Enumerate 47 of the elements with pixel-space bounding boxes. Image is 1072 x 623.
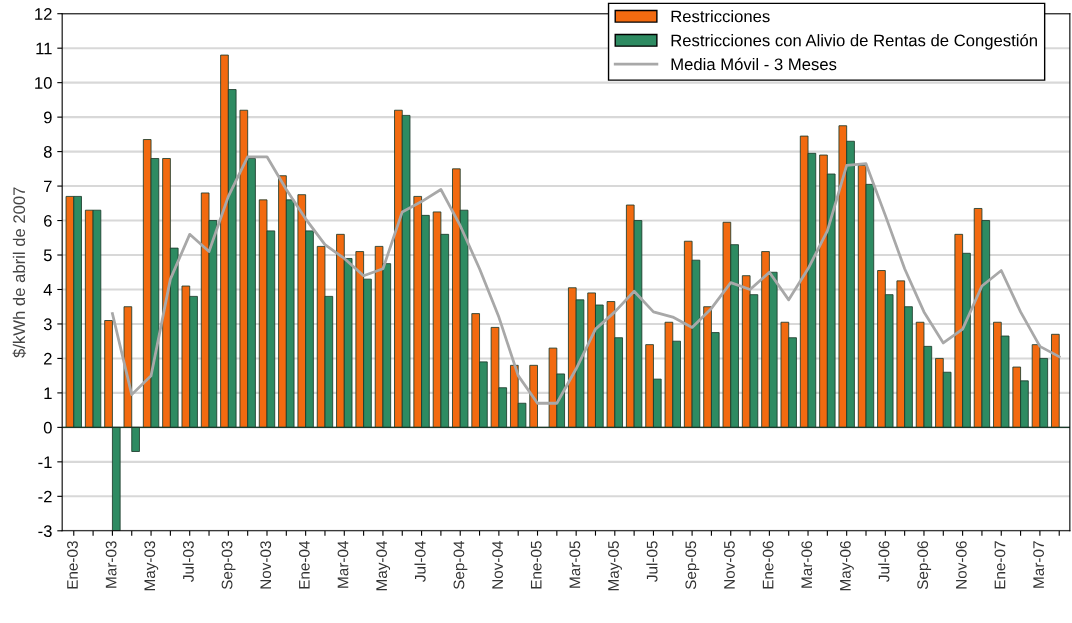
x-tick-label: Ene-05 xyxy=(530,541,542,589)
y-tick-label: 12 xyxy=(35,8,52,20)
x-tick-label: May-05 xyxy=(608,541,622,591)
y-tick-label: -1 xyxy=(38,456,52,468)
x-tick-label: Jul-06 xyxy=(878,541,890,582)
x-tick-label: Nov-03 xyxy=(260,541,272,589)
line-series xyxy=(111,155,1061,405)
x-tick-label: Ene-07 xyxy=(994,541,1006,589)
legend-label: Media Móvil - 3 Meses xyxy=(671,57,837,71)
x-tick-label: Mar-06 xyxy=(801,541,813,588)
x-tick-label: Sep-06 xyxy=(917,541,932,590)
x-tick-label: Mar-04 xyxy=(337,540,349,588)
y-tick-label: 4 xyxy=(43,284,52,296)
y-tick-label: -2 xyxy=(38,490,52,503)
x-tick-label: Jul-03 xyxy=(182,541,194,582)
y-tick-label: 8 xyxy=(43,146,52,158)
y-tick-label: 6 xyxy=(44,214,52,227)
x-tick-label: Mar-05 xyxy=(569,541,581,588)
y-tick-label: 11 xyxy=(36,42,52,55)
y-tick-label: 0 xyxy=(43,421,52,434)
legend-label: Restricciones con Alivio de Rentas de Congestión xyxy=(671,33,1037,50)
y-tick-label: 7 xyxy=(44,180,52,193)
x-tick-label: May-04 xyxy=(376,540,391,591)
x-tick-label: Ene-06 xyxy=(762,541,774,589)
y-tick-label: -3 xyxy=(38,525,52,537)
x-tick-label: Nov-05 xyxy=(724,541,735,589)
x-tick-label: Mar-07 xyxy=(1033,541,1045,588)
x-tick-label: May-06 xyxy=(839,541,854,591)
x-tick-label: Ene-03 xyxy=(67,541,78,589)
y-tick-label: 9 xyxy=(43,111,52,124)
x-tick-label: Sep-03 xyxy=(221,541,236,590)
y-tick-label: 5 xyxy=(43,249,52,262)
y-tick-label: 10 xyxy=(35,77,52,89)
x-tick-label: Sep-04 xyxy=(453,540,468,590)
x-tick-label: Mar-03 xyxy=(105,541,117,588)
x-tick-label: May-03 xyxy=(144,541,159,591)
x-tick-label: Ene-04 xyxy=(298,540,310,589)
x-tick-label: Sep-05 xyxy=(685,541,700,590)
x-tick-label: Jul-05 xyxy=(646,541,658,582)
y-tick-label: 3 xyxy=(43,318,52,331)
x-tick-label: Nov-04 xyxy=(492,540,503,589)
y-axis-title: $/kWh de abril de 2007 xyxy=(12,187,27,358)
y-tick-label: 2 xyxy=(44,352,52,365)
y-tick-label: 1 xyxy=(44,387,52,399)
x-tick-label: Jul-04 xyxy=(414,540,426,582)
legend-label: Restricciones xyxy=(671,10,770,23)
x-tick-label: Nov-06 xyxy=(955,541,967,589)
